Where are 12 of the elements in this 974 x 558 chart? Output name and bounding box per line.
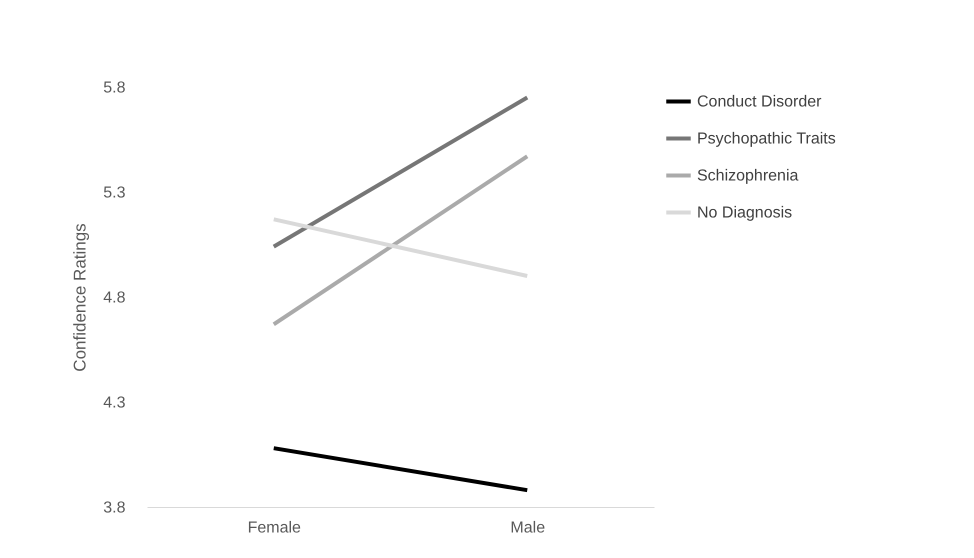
y-tick-label: 4.8: [103, 290, 126, 306]
legend-label: Psychopathic Traits: [697, 130, 836, 148]
y-tick-label: 5.3: [103, 184, 126, 202]
legend-label: No Diagnosis: [697, 204, 792, 222]
y-axis-title: Confidence Ratings: [70, 223, 90, 372]
y-tick-label: 4.3: [103, 394, 126, 412]
x-tick-label: Male: [510, 520, 546, 536]
y-tick-label: 5.8: [103, 80, 126, 96]
legend-label: Conduct Disorder: [697, 94, 822, 110]
y-tick-label: 3.8: [103, 500, 126, 516]
legend-label: Schizophrenia: [697, 168, 798, 184]
x-tick-label: Female: [248, 520, 302, 536]
